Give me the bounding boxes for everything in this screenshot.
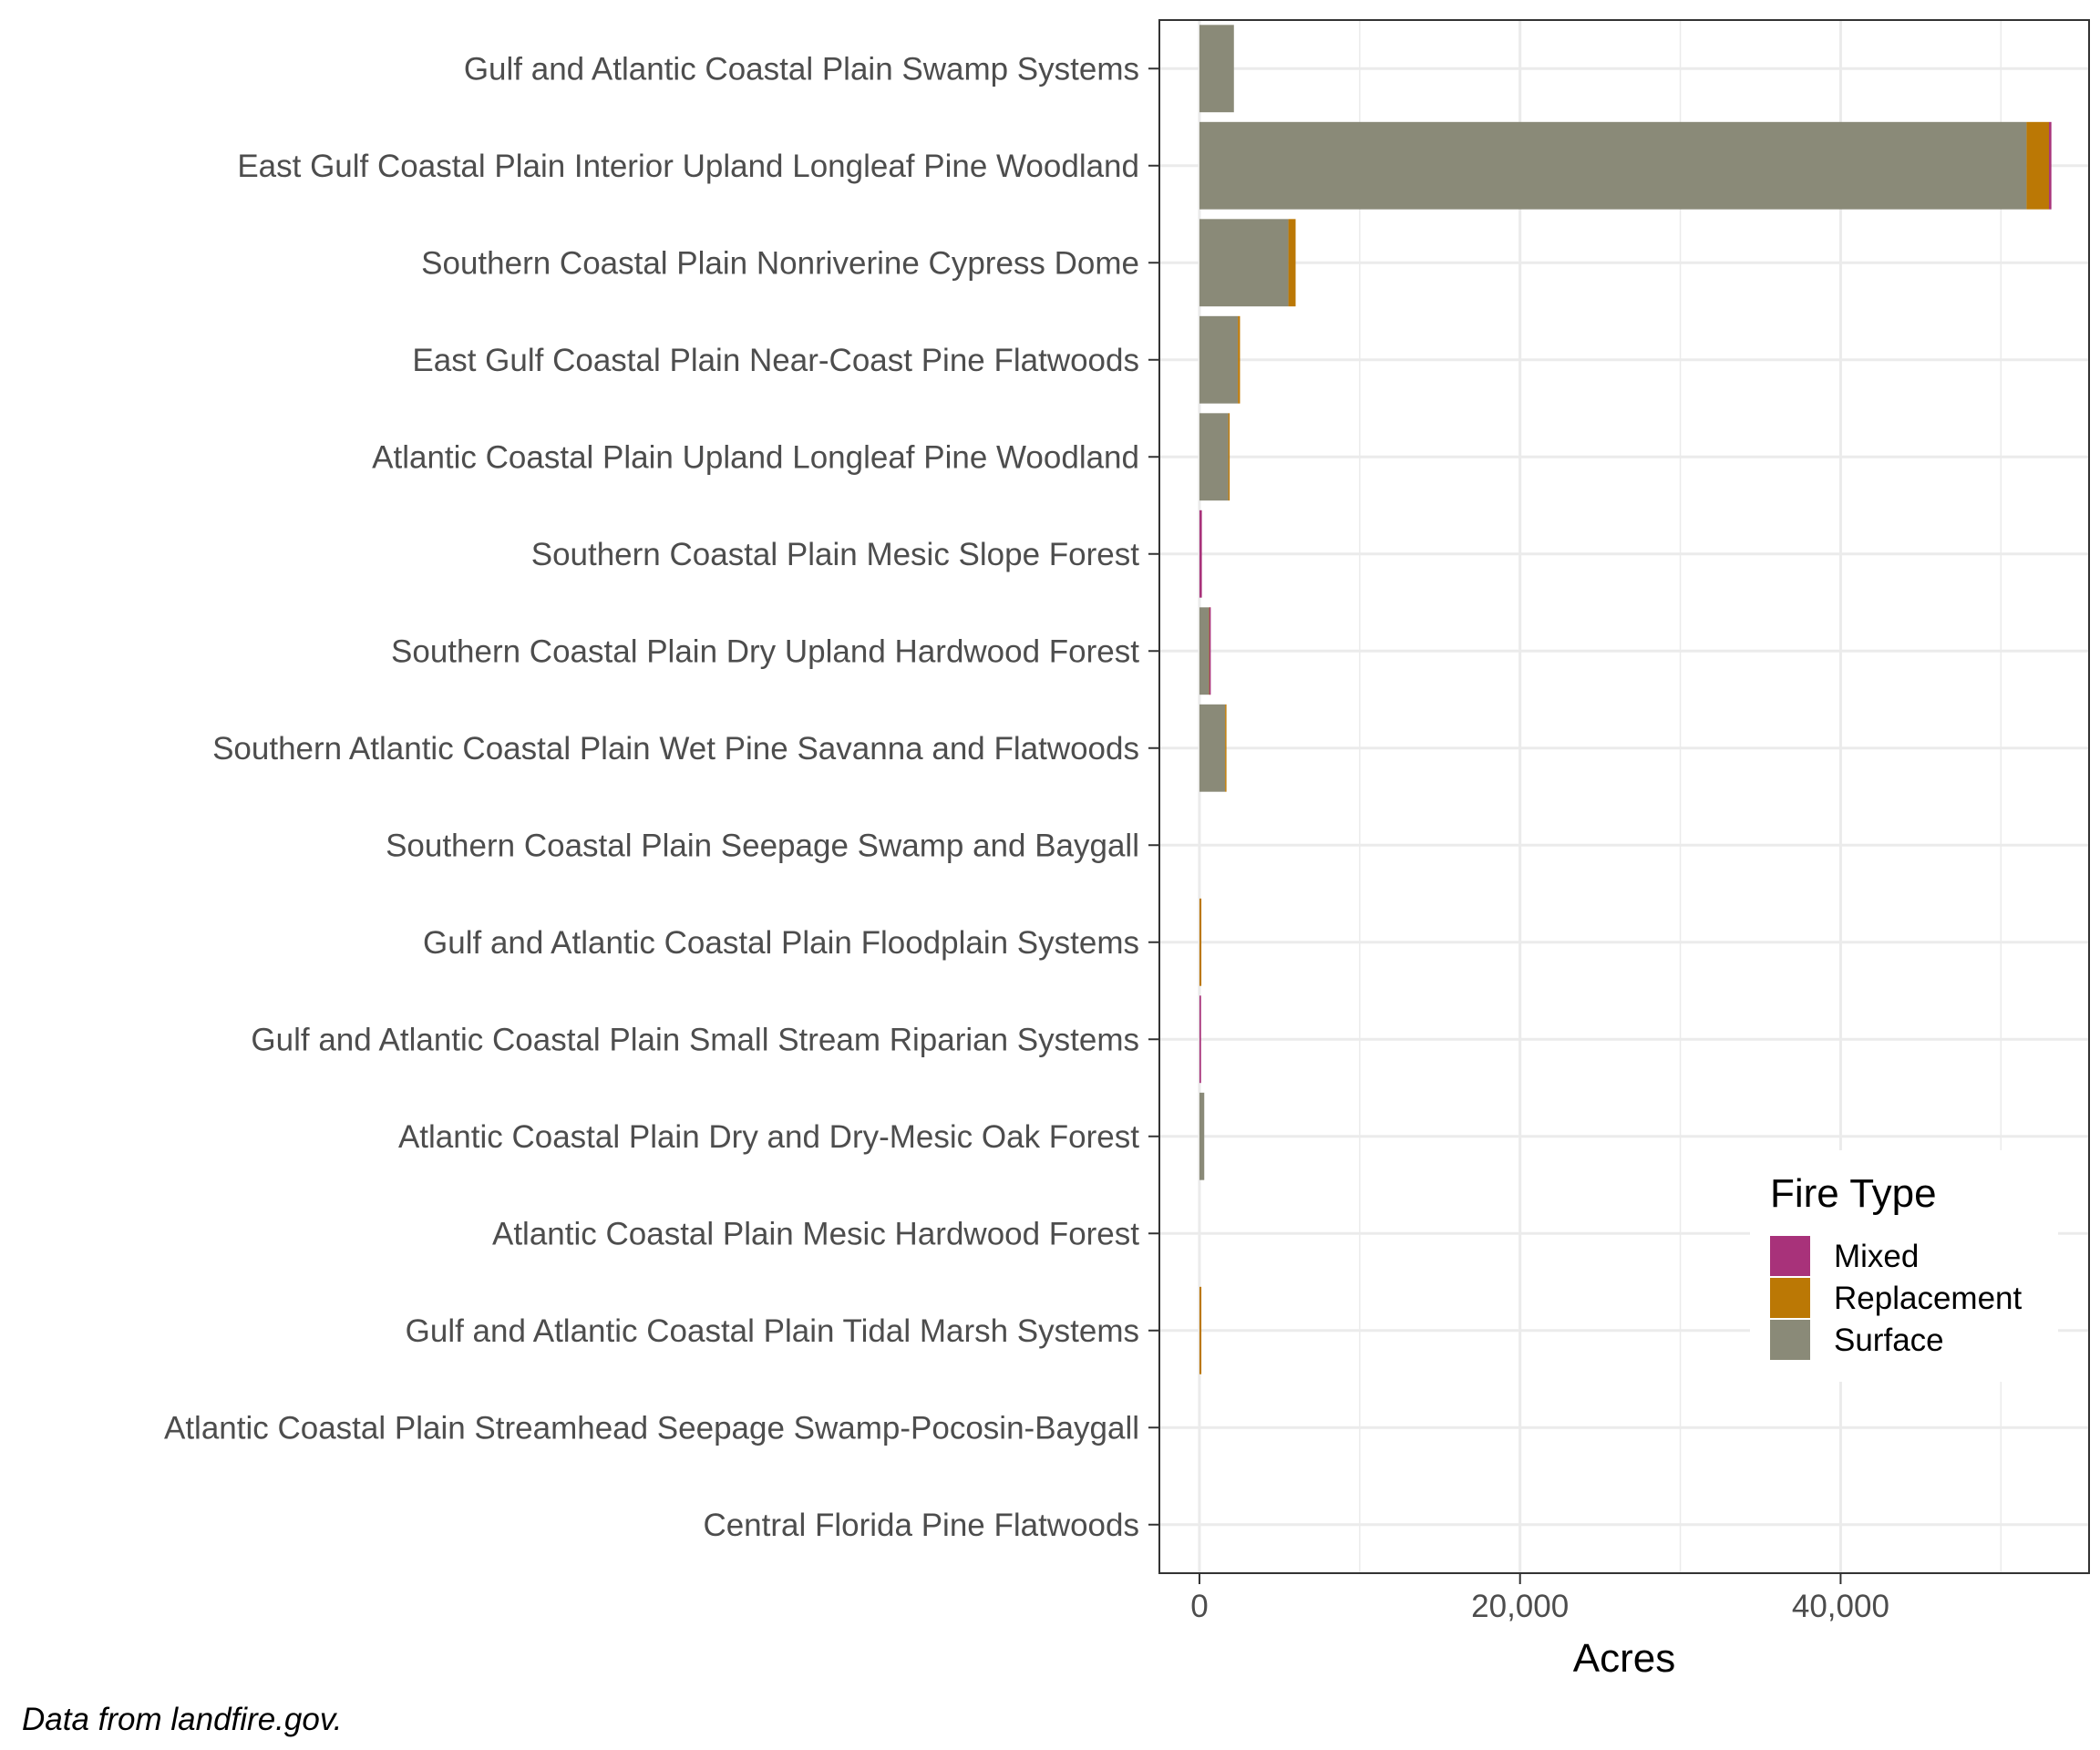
bar-segment-mixed — [1209, 607, 1211, 695]
bar-segment-replacement — [1238, 315, 1240, 404]
bar-segment-mixed — [2049, 121, 2052, 210]
bar-segment-surface — [1199, 219, 1289, 307]
caption: Data from landfire.gov. — [22, 1702, 342, 1737]
legend-title: Fire Type — [1770, 1171, 1937, 1216]
y-category-label: Central Florida Pine Flatwoods — [703, 1508, 1139, 1543]
bar-segment-surface — [1199, 607, 1210, 695]
legend-label-mixed: Mixed — [1834, 1239, 1919, 1274]
y-category-label: Atlantic Coastal Plain Streamhead Seepag… — [164, 1410, 1139, 1446]
bar-segment-mixed — [1199, 510, 1202, 598]
bar-segment-surface — [1199, 1092, 1205, 1180]
y-category-label: Gulf and Atlantic Coastal Plain Tidal Ma… — [406, 1313, 1139, 1349]
y-category-label: Southern Coastal Plain Nonriverine Cypre… — [421, 245, 1139, 281]
bar-segment-replacement — [1225, 704, 1227, 792]
y-category-label: Gulf and Atlantic Coastal Plain Swamp Sy… — [464, 51, 1139, 87]
bar-segment-surface — [1199, 25, 1234, 113]
bar-segment-surface — [1199, 315, 1239, 404]
legend-key-surface — [1770, 1320, 1810, 1360]
x-axis-title: Acres — [1573, 1636, 1675, 1681]
legend-key-mixed — [1770, 1236, 1810, 1276]
bars — [1199, 25, 2052, 1374]
legend-key-replacement — [1770, 1278, 1810, 1318]
y-category-label: Atlantic Coastal Plain Mesic Hardwood Fo… — [492, 1216, 1139, 1251]
legend-label-surface: Surface — [1834, 1323, 1944, 1358]
x-tick-label: 20,000 — [1471, 1589, 1569, 1624]
y-category-label: Atlantic Coastal Plain Upland Longleaf P… — [372, 439, 1139, 475]
x-axis: 0 20,000 40,000 — [1190, 1573, 1889, 1624]
y-category-label: Atlantic Coastal Plain Dry and Dry-Mesic… — [398, 1119, 1139, 1155]
legend: Fire Type Mixed Replacement Surface — [1750, 1150, 2058, 1382]
bar-segment-replacement — [1199, 1286, 1202, 1374]
bar-segment-surface — [1199, 413, 1229, 501]
bar-segment-replacement — [1288, 219, 1296, 307]
x-tick-label: 0 — [1190, 1589, 1208, 1624]
y-category-label: Gulf and Atlantic Coastal Plain Floodpla… — [423, 925, 1139, 961]
x-tick-label: 40,000 — [1792, 1589, 1889, 1624]
bar-segment-replacement — [2026, 121, 2050, 210]
y-category-label: Southern Coastal Plain Dry Upland Hardwo… — [391, 633, 1139, 669]
bar-segment-surface — [1199, 704, 1226, 792]
y-category-label: Southern Atlantic Coastal Plain Wet Pine… — [212, 731, 1139, 767]
plot-panel-border — [1158, 19, 2090, 1574]
y-category-label: East Gulf Coastal Plain Interior Upland … — [237, 149, 1139, 184]
bar-segment-replacement — [1199, 898, 1202, 986]
y-axis: Gulf and Atlantic Coastal Plain Swamp Sy… — [164, 51, 1159, 1543]
y-category-label: East Gulf Coastal Plain Near-Coast Pine … — [412, 343, 1139, 378]
y-category-label: Gulf and Atlantic Coastal Plain Small St… — [251, 1022, 1139, 1057]
y-category-label: Southern Coastal Plain Seepage Swamp and… — [386, 828, 1139, 863]
y-category-label: Southern Coastal Plain Mesic Slope Fores… — [531, 537, 1140, 572]
bar-segment-surface — [1199, 121, 2027, 210]
bar-segment-mixed — [1199, 995, 1201, 1084]
legend-label-replacement: Replacement — [1834, 1281, 2022, 1316]
bar-segment-replacement — [1228, 413, 1230, 501]
